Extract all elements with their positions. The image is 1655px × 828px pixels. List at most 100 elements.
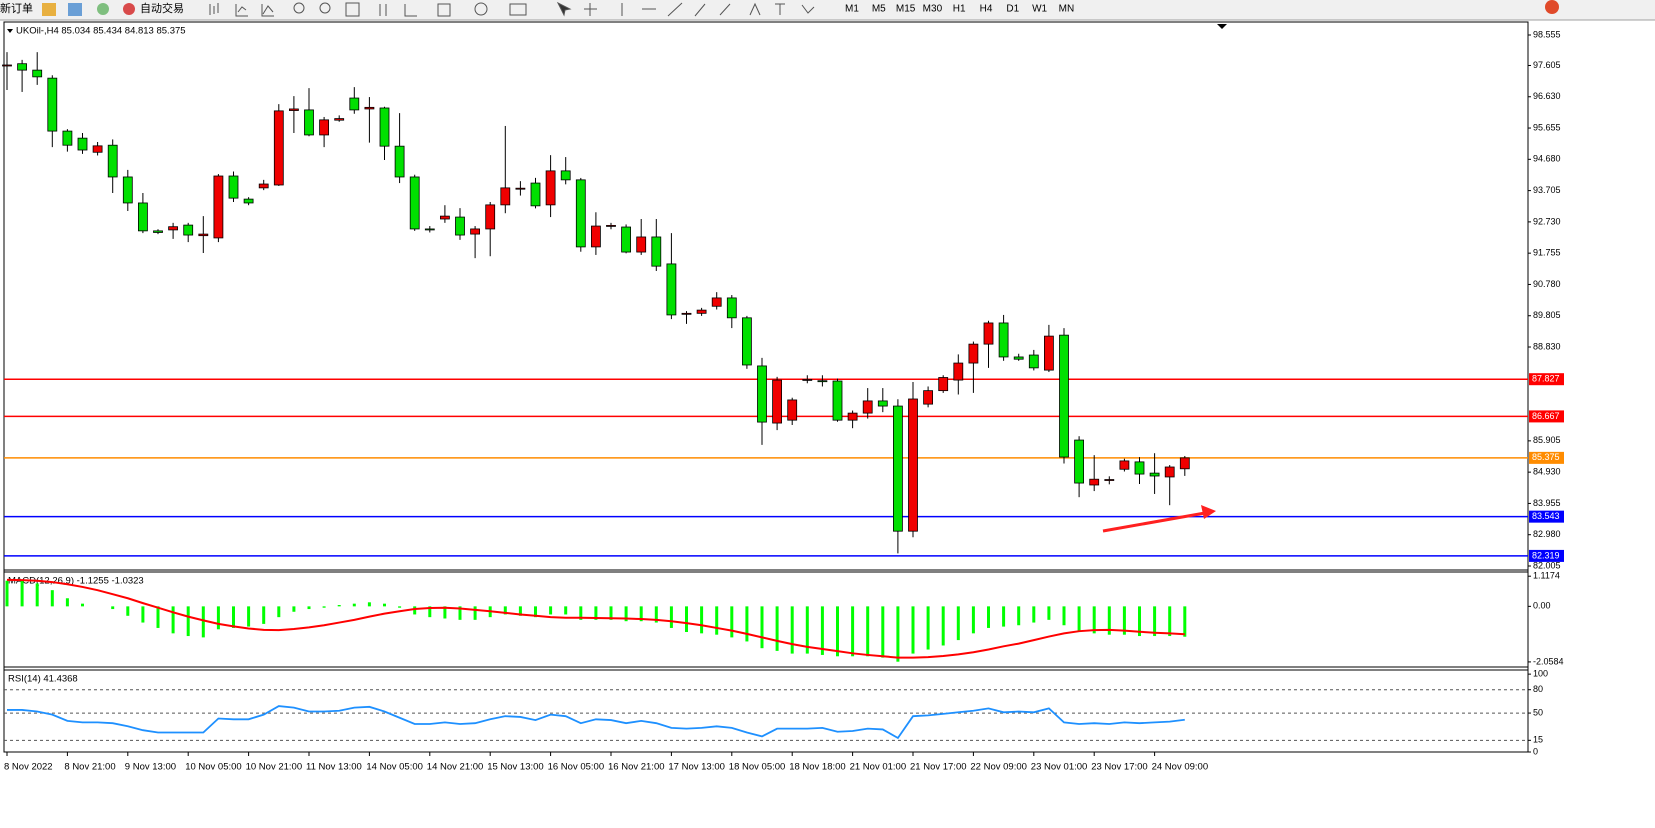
icon[interactable] — [584, 3, 597, 16]
x-tick-label: 8 Nov 2022 — [4, 762, 53, 773]
timeframe-button[interactable]: H1 — [953, 4, 966, 15]
icon[interactable] — [42, 3, 56, 16]
toolbar — [0, 0, 1655, 20]
candle-body — [908, 398, 918, 532]
y-tick-label: 96.630 — [1533, 91, 1561, 101]
price-level-tag — [1529, 410, 1564, 423]
candle-body — [696, 309, 707, 314]
icon[interactable] — [379, 4, 387, 16]
annotation-arrow — [1102, 511, 1206, 533]
icon[interactable] — [621, 2, 731, 17]
timeframe-button[interactable]: MN — [1059, 4, 1075, 15]
timeframe-button[interactable]: D1 — [1006, 4, 1019, 15]
candle-body — [560, 170, 571, 181]
timeframe-button[interactable]: M5 — [872, 4, 886, 15]
candle-body — [1074, 439, 1084, 484]
y-tick-label: 82.005 — [1533, 560, 1561, 570]
y-tick-label: 80 — [1533, 684, 1543, 694]
x-tick-label: 16 Nov 05:00 — [548, 762, 605, 773]
candle-body — [666, 263, 677, 316]
macd-bar — [1107, 606, 1111, 635]
icon[interactable] — [749, 2, 815, 16]
candle-body — [258, 183, 269, 189]
y-tick-label: 97.605 — [1533, 60, 1561, 70]
icon[interactable] — [235, 4, 248, 17]
y-tick-label: 95.655 — [1533, 122, 1561, 132]
candle-body — [62, 130, 73, 146]
signal-line — [6, 578, 1185, 659]
macd-bar — [1138, 606, 1141, 637]
candle-body — [1179, 457, 1190, 470]
candle-body — [742, 317, 752, 366]
icon[interactable] — [293, 2, 305, 14]
candle-body — [1104, 479, 1115, 481]
icon[interactable] — [209, 3, 219, 15]
candle-body — [968, 343, 979, 364]
candle-body — [183, 224, 194, 236]
candle-body — [1119, 460, 1130, 470]
notification[interactable] — [1545, 0, 1559, 14]
icon[interactable] — [319, 2, 331, 14]
candle-body — [545, 170, 556, 206]
panel-title: UKOil-,H4 85.034 85.434 84.813 85.375 — [16, 26, 186, 37]
macd-bar — [1032, 606, 1036, 623]
macd-bar — [745, 606, 749, 642]
icon[interactable] — [97, 3, 109, 15]
macd-bar — [201, 606, 205, 638]
annotation-arrowhead — [1201, 505, 1216, 519]
x-tick-label: 21 Nov 01:00 — [850, 762, 907, 773]
timeframe-button[interactable]: M15 — [896, 4, 916, 15]
macd-bar — [700, 606, 704, 634]
candle-body — [319, 119, 330, 136]
timeframe-bar: M1 M5 M15 M30 H1 H4 D1 W1 MN — [845, 4, 1074, 15]
icon[interactable] — [68, 3, 82, 16]
candle-body — [273, 110, 284, 186]
candle-body — [2, 64, 12, 67]
x-tick-label: 22 Nov 09:00 — [970, 762, 1027, 773]
icon[interactable] — [404, 4, 417, 17]
macd-bar — [911, 606, 915, 654]
icon[interactable] — [556, 1, 572, 17]
macd-bar — [367, 602, 371, 607]
timeframe-button[interactable]: H4 — [980, 4, 993, 15]
price-level-label: 82.319 — [1532, 550, 1560, 560]
icon[interactable] — [509, 3, 527, 16]
candle-body — [485, 204, 496, 230]
macd-bar — [232, 606, 235, 628]
candle-body — [711, 297, 722, 307]
icon[interactable] — [474, 2, 488, 16]
candle-body — [455, 216, 465, 236]
y-tick-label: 0.00 — [1533, 601, 1551, 611]
candle-body — [1044, 335, 1054, 371]
macd-bar — [503, 606, 507, 615]
candle-body — [228, 175, 239, 199]
macd-bar — [141, 606, 145, 623]
title-marker — [7, 29, 13, 33]
timeframe-button[interactable]: W1 — [1032, 4, 1047, 15]
autotrade-button[interactable]: 自动交易 — [140, 1, 184, 15]
autotrade-icon[interactable] — [123, 3, 135, 15]
macd-bar — [156, 606, 160, 628]
icon[interactable] — [437, 3, 451, 17]
timeframe-button[interactable]: M1 — [845, 4, 859, 15]
timeframe-button[interactable]: M30 — [923, 4, 943, 15]
price-level-label: 87.827 — [1532, 374, 1560, 384]
macd-bar — [1122, 606, 1126, 635]
macd-bar — [5, 580, 9, 607]
candle-body — [575, 179, 586, 248]
candle-body — [998, 322, 1009, 358]
candle-body — [591, 225, 601, 248]
new-order-button[interactable]: 新订单 — [0, 1, 33, 15]
y-tick-label: 1.1174 — [1533, 571, 1560, 581]
macd-bar — [624, 606, 628, 622]
price-level-label: 86.667 — [1532, 411, 1560, 421]
y-tick-label: 85.905 — [1533, 435, 1561, 445]
icon[interactable] — [345, 2, 360, 17]
y-tick-label: 88.830 — [1533, 341, 1561, 351]
macd-bar — [579, 606, 583, 620]
x-tick-label: 24 Nov 09:00 — [1152, 762, 1209, 773]
icon[interactable] — [261, 4, 274, 17]
y-tick-label: 100 — [1533, 669, 1548, 679]
y-tick-label: 82.980 — [1533, 529, 1561, 539]
macd-bar — [715, 606, 719, 635]
